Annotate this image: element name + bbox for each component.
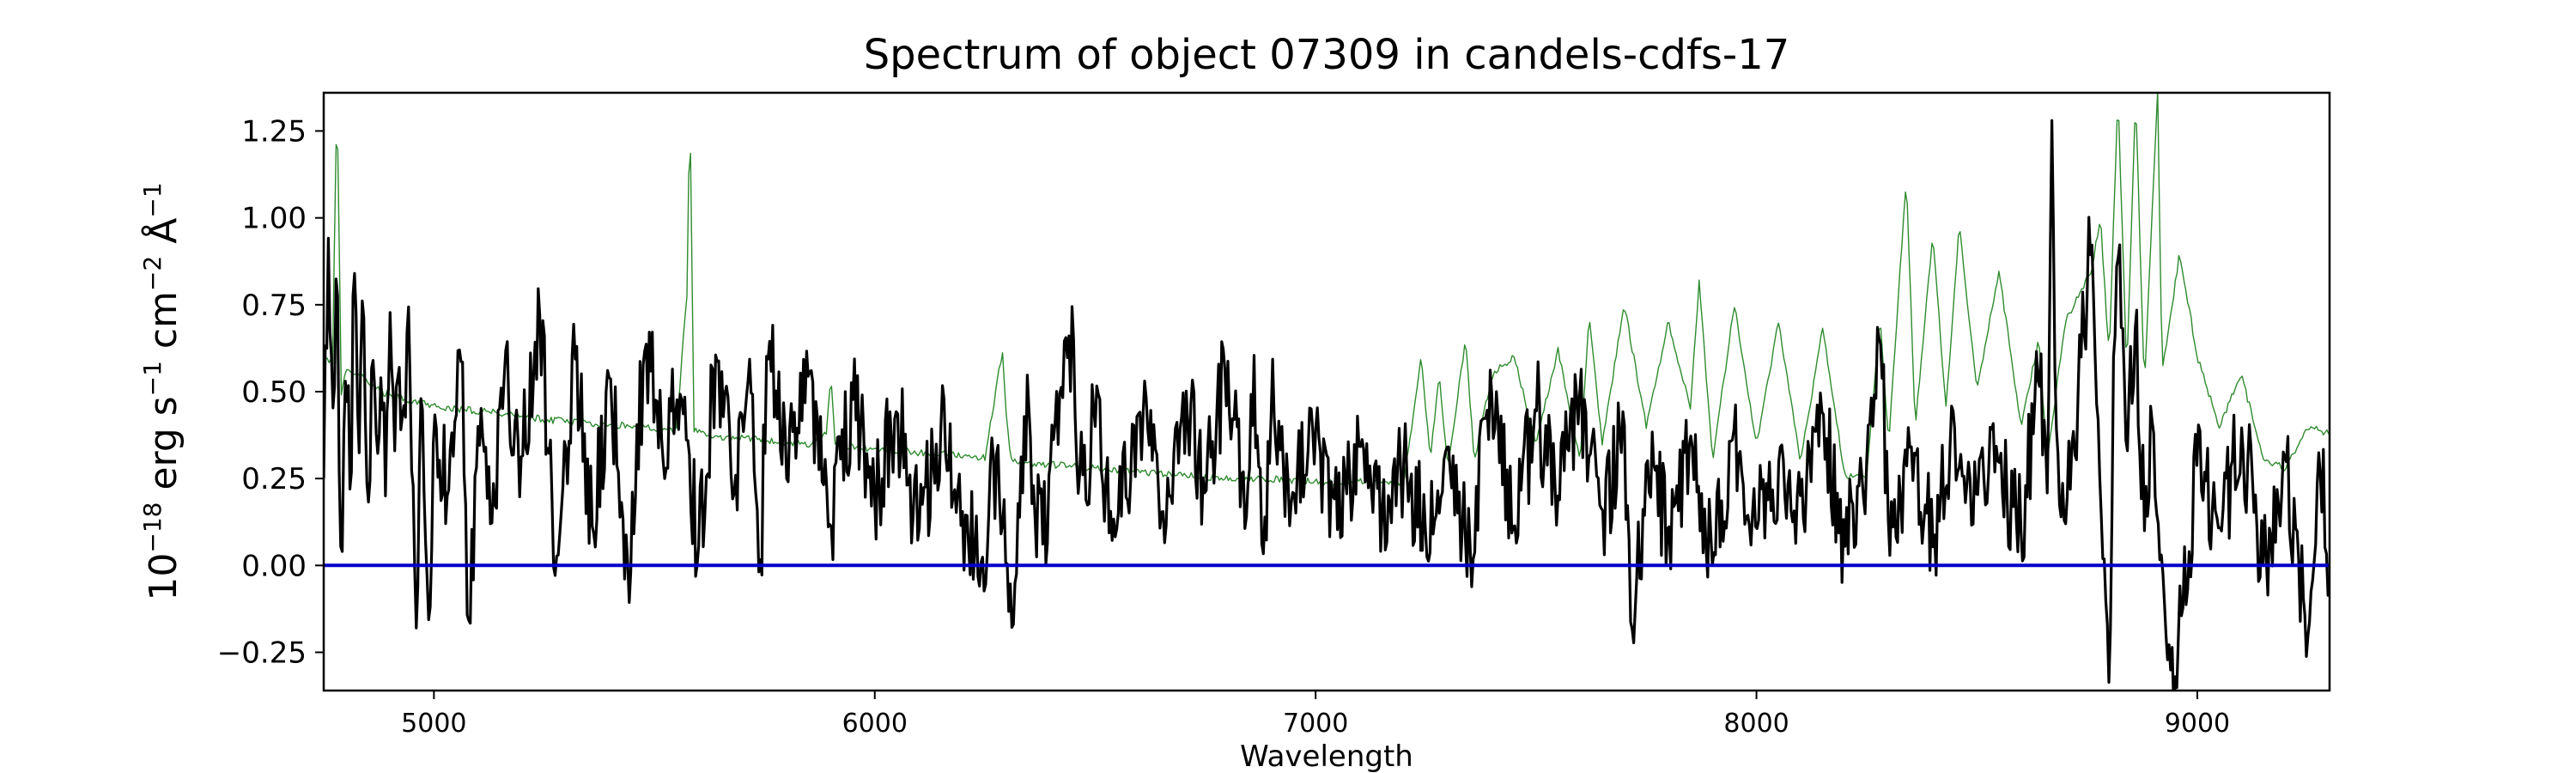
y-tick-label: 0.50 <box>241 375 307 410</box>
x-axis: 5000 6000 7000 8000 9000 <box>401 691 2230 739</box>
flux-series-line <box>324 119 2330 691</box>
x-tick-label: 7000 <box>1283 709 1348 739</box>
y-tick-label: 0.75 <box>241 289 307 323</box>
x-tick-label: 6000 <box>842 709 908 739</box>
x-tick-label: 5000 <box>401 709 466 739</box>
series-layer <box>324 93 2330 691</box>
y-axis: −0.25 0.00 0.25 0.50 0.75 1.00 1.25 <box>217 115 324 670</box>
x-tick-label: 9000 <box>2165 709 2230 739</box>
chart-title: Spectrum of object 07309 in candels-cdfs… <box>864 31 1790 79</box>
plot-area <box>322 91 2331 692</box>
y-tick-label: −0.25 <box>217 636 307 670</box>
y-tick-label: 0.25 <box>241 462 307 496</box>
x-axis-label: Wavelength <box>1240 740 1413 773</box>
y-tick-label: 1.25 <box>241 115 307 149</box>
x-tick-label: 8000 <box>1723 709 1789 739</box>
y-tick-label: 0.00 <box>241 549 307 583</box>
y-tick-label: 1.00 <box>241 202 307 236</box>
svg-text:10−18 erg s−1 cm−2 Å−1: 10−18 erg s−1 cm−2 Å−1 <box>138 182 185 600</box>
y-axis-label: 10−18 erg s−1 cm−2 Å−1 <box>138 182 185 600</box>
